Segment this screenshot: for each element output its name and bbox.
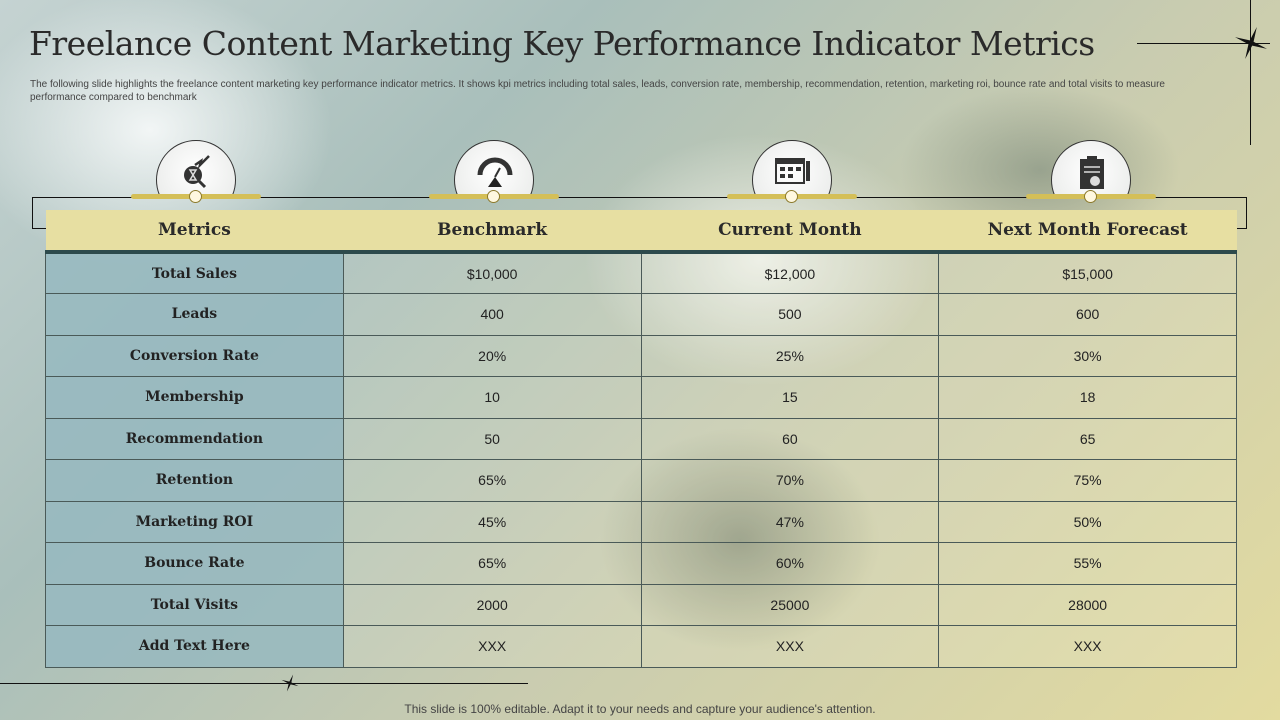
clipboard-chart-icon xyxy=(1051,140,1131,198)
table-row: Retention 65% 70% 75% xyxy=(45,459,1237,502)
header-metrics: Metrics xyxy=(45,210,344,254)
cell-metric: Retention xyxy=(45,459,344,502)
table-row: Marketing ROI 45% 47% 50% xyxy=(45,500,1237,543)
connector-line xyxy=(32,197,1247,198)
calendar-checklist-icon xyxy=(752,140,832,198)
header-current-month: Current Month xyxy=(641,210,939,254)
header-benchmark: Benchmark xyxy=(343,210,642,254)
table-row: Total Sales $10,000 $12,000 $15,000 xyxy=(45,251,1237,294)
cell-current-month: 25% xyxy=(640,334,940,377)
connector-line xyxy=(1246,197,1247,229)
cell-next-month-forecast: 75% xyxy=(938,459,1237,502)
table-row: Conversion Rate 20% 25% 30% xyxy=(45,334,1237,377)
connector-dot xyxy=(1084,190,1097,203)
cell-current-month: XXX xyxy=(640,625,940,668)
cell-current-month: 47% xyxy=(640,500,940,543)
page-title: Freelance Content Marketing Key Performa… xyxy=(29,24,1095,63)
cell-benchmark: 65% xyxy=(342,459,642,502)
speedometer-icon xyxy=(454,140,534,198)
cell-metric: Add Text Here xyxy=(45,625,344,668)
cell-next-month-forecast: 50% xyxy=(938,500,1237,543)
table-row: Recommendation 50 60 65 xyxy=(45,417,1237,460)
sparkle-icon xyxy=(1235,27,1267,59)
cell-benchmark: 45% xyxy=(342,500,642,543)
connector-line xyxy=(32,197,33,229)
analytics-search-icon xyxy=(156,140,236,198)
cell-metric: Bounce Rate xyxy=(45,542,344,585)
connector-line xyxy=(1236,228,1247,229)
cell-next-month-forecast: 600 xyxy=(938,293,1237,336)
cell-benchmark: 2000 xyxy=(342,583,642,626)
cell-metric: Leads xyxy=(45,293,344,336)
cell-benchmark: 65% xyxy=(342,542,642,585)
cell-metric: Marketing ROI xyxy=(45,500,344,543)
cell-current-month: 60% xyxy=(640,542,940,585)
cell-next-month-forecast: $15,000 xyxy=(938,251,1237,294)
cell-metric: Membership xyxy=(45,376,344,419)
table-header-row: Metrics Benchmark Current Month Next Mon… xyxy=(45,210,1237,254)
cell-next-month-forecast: 65 xyxy=(938,417,1237,460)
decor-line xyxy=(1250,0,1251,145)
cell-next-month-forecast: 28000 xyxy=(938,583,1237,626)
cell-next-month-forecast: 55% xyxy=(938,542,1237,585)
cell-metric: Total Sales xyxy=(45,251,344,294)
decor-line xyxy=(1137,43,1270,44)
cell-metric: Total Visits xyxy=(45,583,344,626)
footer-note: This slide is 100% editable. Adapt it to… xyxy=(404,702,876,716)
cell-benchmark: 10 xyxy=(342,376,642,419)
cell-benchmark: $10,000 xyxy=(342,251,642,294)
table-row: Membership 10 15 18 xyxy=(45,376,1237,419)
table-row: Bounce Rate 65% 60% 55% xyxy=(45,542,1237,585)
connector-dot xyxy=(785,190,798,203)
cell-current-month: $12,000 xyxy=(640,251,940,294)
cell-benchmark: XXX xyxy=(342,625,642,668)
cell-benchmark: 50 xyxy=(342,417,642,460)
cell-current-month: 60 xyxy=(640,417,940,460)
connector-line xyxy=(32,228,46,229)
cell-current-month: 500 xyxy=(640,293,940,336)
cell-current-month: 70% xyxy=(640,459,940,502)
connector-dot xyxy=(487,190,500,203)
connector-dot xyxy=(189,190,202,203)
table-row: Leads 400 500 600 xyxy=(45,293,1237,336)
sparkle-icon xyxy=(281,674,299,692)
decor-line xyxy=(0,683,528,684)
kpi-table: Metrics Benchmark Current Month Next Mon… xyxy=(45,210,1237,668)
cell-benchmark: 20% xyxy=(342,334,642,377)
cell-metric: Conversion Rate xyxy=(45,334,344,377)
cell-current-month: 15 xyxy=(640,376,940,419)
cell-next-month-forecast: 30% xyxy=(938,334,1237,377)
cell-current-month: 25000 xyxy=(640,583,940,626)
header-next-month-forecast: Next Month Forecast xyxy=(938,210,1237,254)
cell-next-month-forecast: XXX xyxy=(938,625,1237,668)
page-subtitle: The following slide highlights the freel… xyxy=(30,79,1165,103)
cell-metric: Recommendation xyxy=(45,417,344,460)
cell-benchmark: 400 xyxy=(342,293,642,336)
table-row: Add Text Here XXX XXX XXX xyxy=(45,625,1237,668)
cell-next-month-forecast: 18 xyxy=(938,376,1237,419)
table-row: Total Visits 2000 25000 28000 xyxy=(45,583,1237,626)
